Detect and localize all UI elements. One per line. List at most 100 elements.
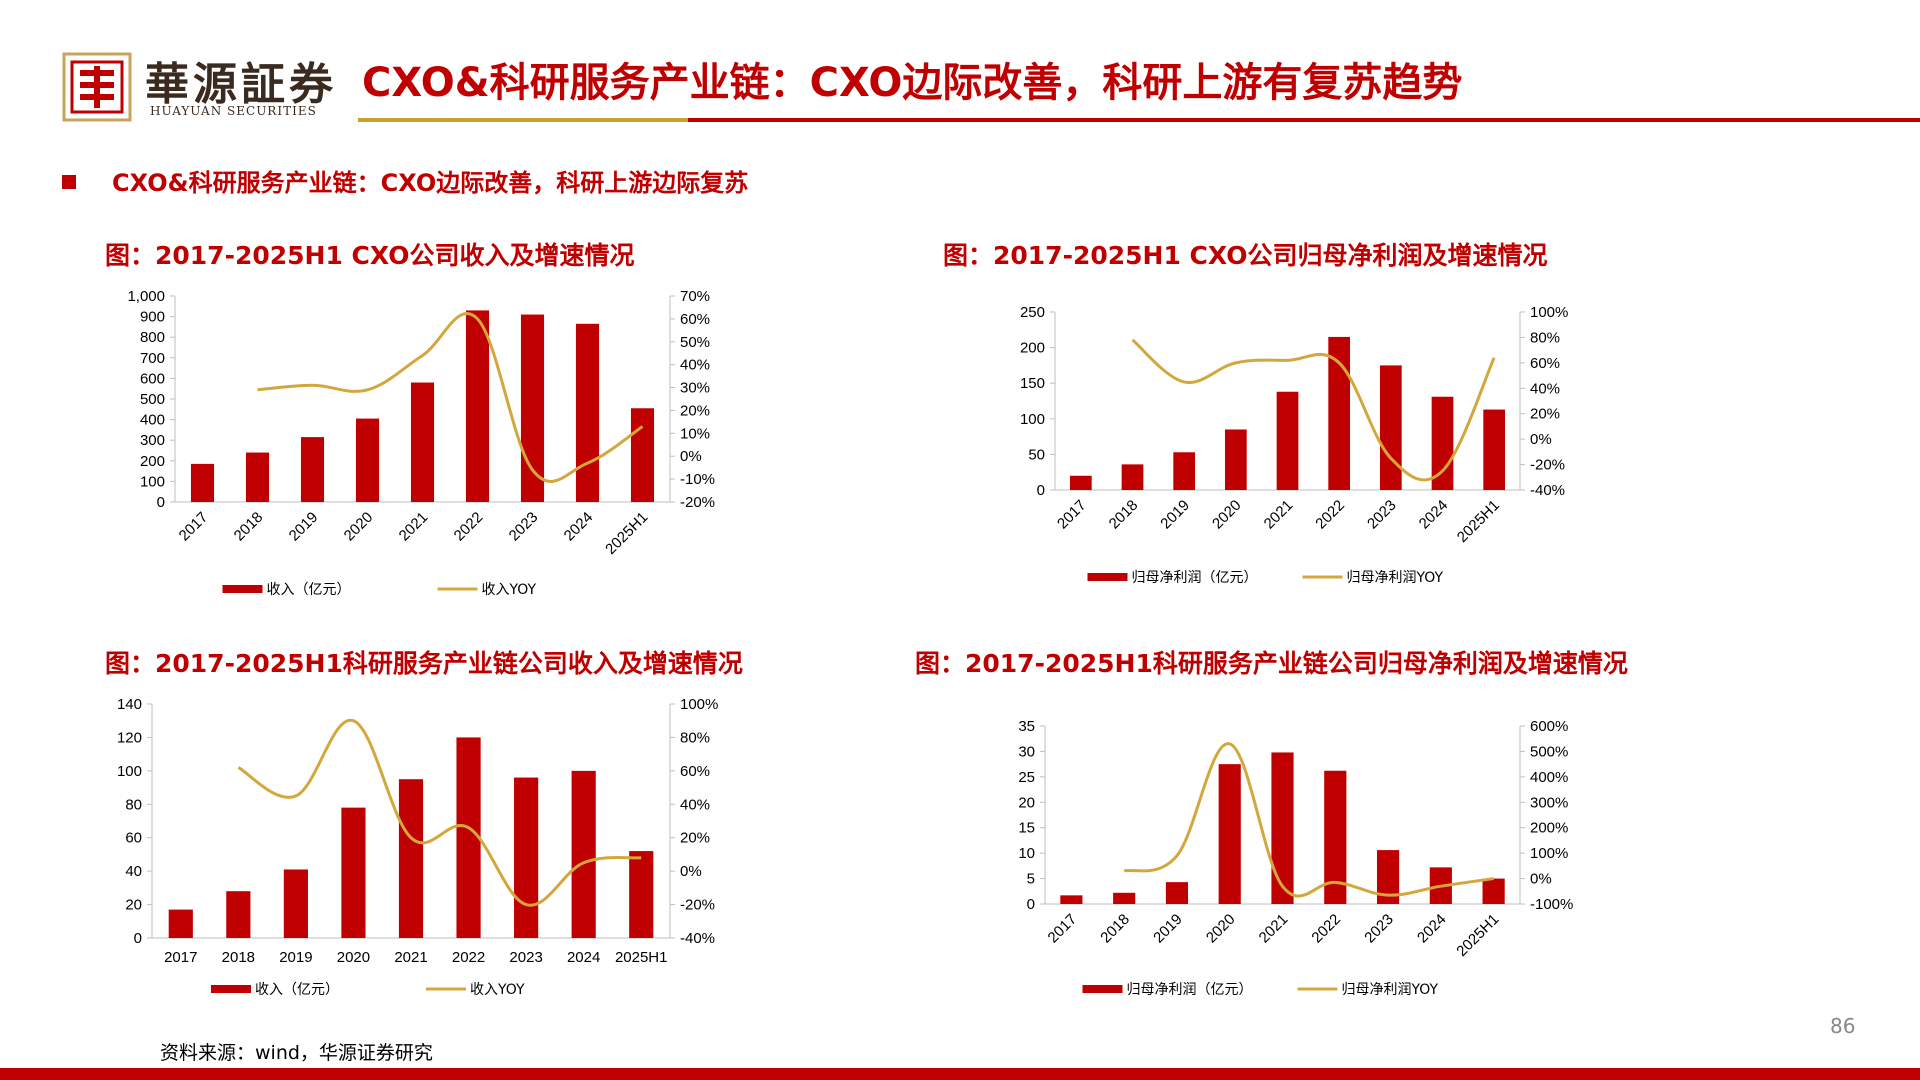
left-tick-label: 5 <box>1027 871 1035 888</box>
bar-2025H1 <box>630 408 655 502</box>
x-tick-label: 2021 <box>1256 911 1292 947</box>
left-tick-label: 50 <box>1028 446 1045 463</box>
x-tick-label: 2019 <box>286 509 322 545</box>
left-tick-label: 100 <box>1020 411 1045 428</box>
x-tick-label: 2019 <box>1157 497 1193 533</box>
x-tick-label: 2020 <box>1209 497 1245 533</box>
left-tick-label: 20 <box>125 897 142 914</box>
chart-legend: 收入（亿元） 收入YOY <box>222 582 537 598</box>
company-logo-icon <box>62 52 132 122</box>
x-tick-label: 2018 <box>222 949 255 966</box>
bar-2021 <box>398 779 424 938</box>
bar-2019 <box>300 437 325 502</box>
legend-line-label: 归母净利润YOY <box>1342 981 1439 998</box>
right-tick-label: 500% <box>1530 743 1568 760</box>
bar-2022 <box>1328 336 1351 490</box>
legend-bar-swatch <box>1082 985 1123 993</box>
chart-cxo-revenue: 0 100 200 300 400 500 600 700 800 900 1,000 -20% -10… <box>127 288 715 598</box>
chart-title-research-net-profit: 图：2017-2025H1科研服务产业链公司归母净利润及增速情况 <box>915 649 1628 678</box>
right-tick-label: 200% <box>1530 820 1568 837</box>
right-tick-label: -10% <box>680 471 715 488</box>
right-tick-label: 20% <box>1530 406 1560 423</box>
x-tick-label: 2018 <box>231 509 267 545</box>
yoy-line <box>257 312 644 483</box>
x-tick-label: 2020 <box>337 949 370 966</box>
bar-2023 <box>1376 850 1400 904</box>
left-tick-label: 0 <box>157 494 165 511</box>
left-tick-label: 40 <box>125 863 142 880</box>
left-tick-label: 250 <box>1020 304 1045 321</box>
bar-2023 <box>514 777 539 938</box>
left-tick-label: 20 <box>1018 794 1035 811</box>
x-tick-label: 2020 <box>341 509 377 545</box>
left-tick-label: 300 <box>140 432 165 449</box>
right-tick-label: 30% <box>680 380 710 397</box>
right-tick-label: 0% <box>680 863 702 880</box>
yoy-line <box>1123 742 1494 898</box>
x-tick-label: 2022 <box>1312 497 1348 533</box>
bar-2023 <box>520 314 545 502</box>
bar-2025H1 <box>1482 878 1505 904</box>
bar-2022 <box>456 737 481 938</box>
right-tick-label: 60% <box>1530 355 1560 372</box>
x-tick-label: 2025H1 <box>615 949 668 966</box>
bar-2022 <box>465 310 490 502</box>
x-tick-label: 2021 <box>1261 497 1297 533</box>
left-tick-label: 0 <box>134 930 142 947</box>
right-tick-label: -20% <box>680 494 715 511</box>
bar-2018 <box>245 452 270 502</box>
x-tick-label: 2019 <box>1150 911 1186 947</box>
right-tick-label: 0% <box>1530 871 1552 888</box>
bar-2020 <box>1218 764 1241 904</box>
bar-2025H1 <box>1483 409 1506 490</box>
legend-bar-label: 归母净利润（亿元） <box>1127 981 1253 998</box>
left-tick-label: 140 <box>117 696 142 713</box>
x-tick-label: 2021 <box>396 509 432 545</box>
bar-2018 <box>226 891 251 938</box>
bar-2023 <box>1379 365 1402 490</box>
page-title: CXO&科研服务产业链：CXO边际改善，科研上游有复苏趋势 <box>362 60 1463 106</box>
right-tick-label: -100% <box>1530 896 1573 913</box>
x-tick-label: 2017 <box>1054 497 1090 533</box>
left-tick-label: 500 <box>140 391 165 408</box>
right-tick-label: 100% <box>1530 845 1568 862</box>
section-heading-text: CXO&科研服务产业链：CXO边际改善，科研上游边际复苏 <box>112 169 749 197</box>
company-subtitle: HUAYUAN SECURITIES <box>150 104 317 118</box>
bar-2020 <box>355 418 380 502</box>
legend-bar-swatch <box>211 985 251 993</box>
right-tick-label: 80% <box>1530 329 1560 346</box>
x-tick-label: 2020 <box>1203 911 1239 947</box>
right-tick-label: 40% <box>1530 380 1560 397</box>
x-tick-label: 2017 <box>1045 911 1081 947</box>
right-tick-label: -20% <box>1530 457 1565 474</box>
legend-bar-label: 收入（亿元） <box>267 582 351 598</box>
x-tick-label: 2025H1 <box>1454 497 1503 546</box>
right-tick-label: 100% <box>680 696 718 713</box>
right-tick-label: 40% <box>680 796 710 813</box>
legend-bar-label: 收入（亿元） <box>255 982 339 998</box>
chart-legend: 归母净利润（亿元） 归母净利润YOY <box>1087 569 1444 586</box>
bar-2018 <box>1113 892 1136 904</box>
chart-legend: 收入（亿元） 收入YOY <box>211 982 525 998</box>
x-tick-label: 2023 <box>1364 497 1400 533</box>
chart-research-revenue: 0 20 40 60 80 100 120 140 -40% -20% 0% 20% 40% 60% 80%… <box>117 696 718 998</box>
page-number: 86 <box>1830 1014 1856 1038</box>
left-tick-label: 0 <box>1037 482 1045 499</box>
right-tick-label: 0% <box>680 448 702 465</box>
x-tick-label: 2025H1 <box>602 509 651 558</box>
right-tick-label: 50% <box>680 334 710 351</box>
left-tick-label: 30 <box>1018 743 1035 760</box>
x-tick-label: 2024 <box>567 949 600 966</box>
left-tick-label: 100 <box>140 473 165 490</box>
left-tick-label: 900 <box>140 309 165 326</box>
bar-2017 <box>1069 475 1092 490</box>
legend-line-label: 归母净利润YOY <box>1347 569 1444 586</box>
x-tick-label: 2022 <box>451 509 487 545</box>
bar-2024 <box>571 770 596 938</box>
title-underline-gold <box>358 118 688 122</box>
right-tick-label: 100% <box>1530 304 1568 321</box>
x-tick-label: 2023 <box>1361 911 1397 947</box>
chart-title-research-revenue: 图：2017-2025H1科研服务产业链公司收入及增速情况 <box>105 649 743 678</box>
left-tick-label: 60 <box>125 830 142 847</box>
bar-2017 <box>1060 895 1083 904</box>
